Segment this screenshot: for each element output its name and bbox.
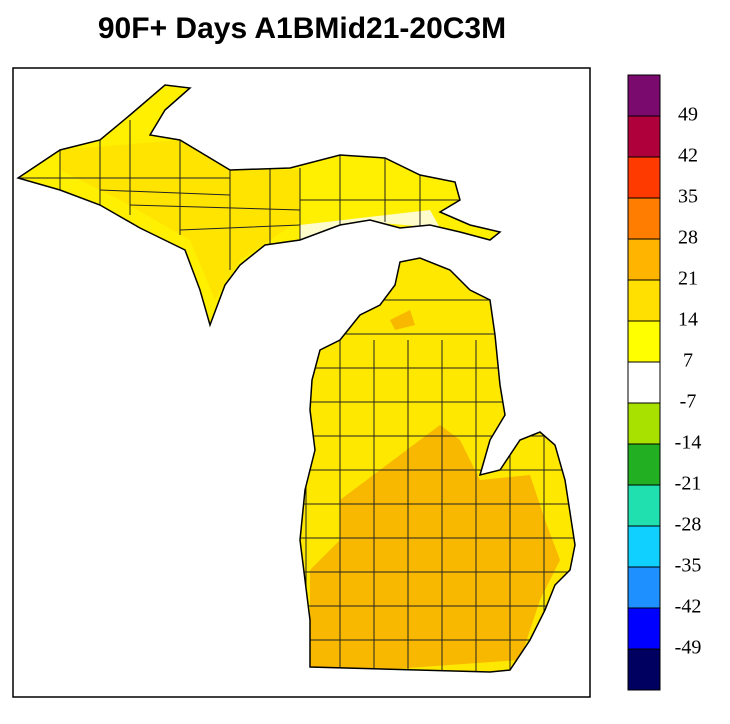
colorbar-segment [627, 279, 661, 322]
colorbar-label: 7 [683, 350, 693, 372]
colorbar-segment [627, 115, 661, 158]
colorbar-label: 49 [678, 104, 698, 126]
colorbar-label: -21 [675, 473, 702, 495]
colorbar-label: -7 [680, 391, 697, 413]
colorbar-label: -49 [675, 637, 702, 659]
colorbar-label: 21 [678, 268, 698, 290]
colorbar-segment [627, 648, 661, 691]
colorbar-segment [627, 320, 661, 363]
colorbar-label: -28 [675, 514, 702, 536]
colorbar-segment [627, 566, 661, 609]
colorbar-label: -35 [675, 555, 702, 577]
colorbar-segment [627, 74, 661, 117]
colorbar-label: 35 [678, 186, 698, 208]
colorbar-segment [627, 484, 661, 527]
colorbar: 49 42 35 28 21 14 7 -7 -14 -21 -28 -35 -42 -49 [627, 74, 702, 691]
colorbar-label: 28 [678, 227, 698, 249]
colorbar-segment [627, 156, 661, 199]
map-title: 90F+ Days A1BMid21-20C3M [98, 12, 506, 45]
colorbar-label: 42 [678, 145, 698, 167]
colorbar-label: -42 [675, 596, 702, 618]
colorbar-segment [627, 197, 661, 240]
colorbar-segment [627, 607, 661, 650]
colorbar-segment [627, 525, 661, 568]
colorbar-label: 14 [678, 309, 698, 331]
colorbar-segment [627, 402, 661, 445]
colorbar-segment [627, 238, 661, 281]
colorbar-label: -14 [675, 432, 702, 454]
colorbar-segment [627, 443, 661, 486]
colorbar-segment [627, 361, 661, 404]
